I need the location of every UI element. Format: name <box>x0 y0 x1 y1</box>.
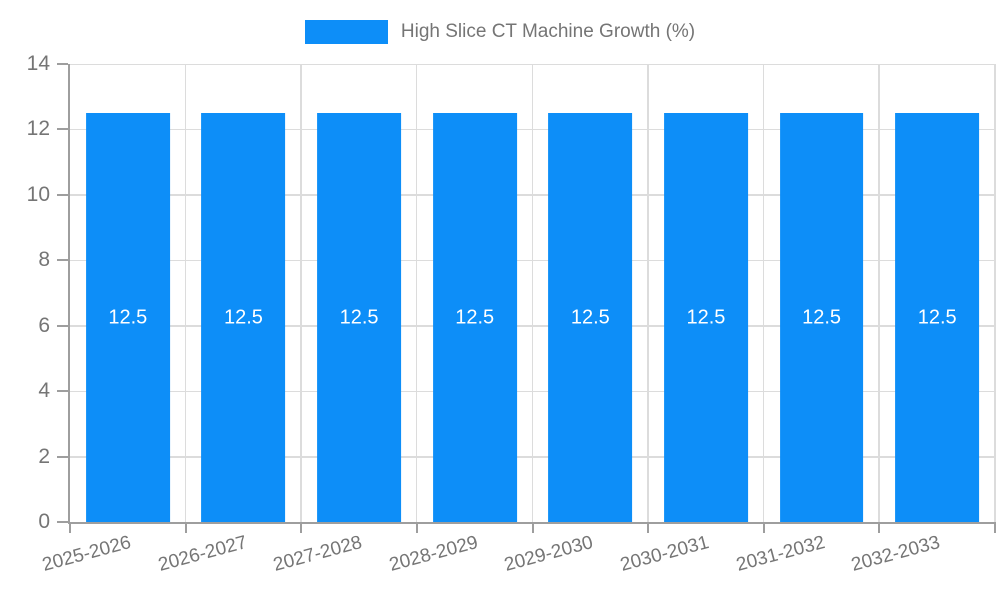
bar[interactable]: 12.5 <box>664 113 748 522</box>
grid-line-vertical <box>184 64 187 522</box>
legend[interactable]: High Slice CT Machine Growth (%) <box>0 18 1000 46</box>
x-axis-tick <box>994 522 996 533</box>
y-axis-tick <box>57 259 68 262</box>
y-axis-tick <box>57 193 68 196</box>
x-axis-tick-label: 2031-2032 <box>733 532 827 576</box>
x-axis-tick <box>531 522 534 533</box>
bar-slot: 12.5 <box>879 64 995 522</box>
bar-value-label: 12.5 <box>108 306 148 329</box>
bar-slot: 12.5 <box>186 64 302 522</box>
bar-slot: 12.5 <box>70 64 186 522</box>
x-axis-tick-label: 2029-2030 <box>502 532 596 576</box>
bar-value-label: 12.5 <box>339 306 379 329</box>
bar-value-label: 12.5 <box>802 306 842 329</box>
bar-slot: 12.5 <box>417 64 533 522</box>
x-axis-tick <box>69 522 71 533</box>
y-axis-tick <box>57 63 68 65</box>
plot-area: 0 2 4 6 8 10 12 14 12.5 2025-2026 12.5 2026-2027 12.… <box>27 52 996 576</box>
grid-line-vertical <box>415 64 418 522</box>
bar[interactable]: 12.5 <box>432 113 517 522</box>
bar-value-label: 12.5 <box>917 306 957 329</box>
y-axis-tick-label: 14 <box>26 52 50 75</box>
legend-label: High Slice CT Machine Growth (%) <box>400 21 696 42</box>
bar-value-label: 12.5 <box>223 306 263 329</box>
legend-swatch-icon <box>304 20 388 44</box>
x-axis-tick <box>762 522 765 533</box>
bar-slot: 12.5 <box>648 64 764 522</box>
bar-slot: 12.5 <box>301 64 417 522</box>
y-axis-tick <box>57 521 68 523</box>
grid-line-vertical <box>878 64 880 522</box>
x-axis-tick <box>878 522 881 533</box>
y-axis-tick-label: 0 <box>38 510 50 533</box>
grid-line-vertical <box>762 64 765 522</box>
bar[interactable]: 12.5 <box>85 113 170 522</box>
grid-line-vertical <box>300 64 302 522</box>
y-axis-tick-label: 4 <box>38 379 50 403</box>
y-axis-tick-label: 8 <box>38 248 50 272</box>
x-axis-tick <box>415 522 418 533</box>
x-axis-tick-label: 2028-2029 <box>386 532 481 576</box>
y-axis-tick-label: 6 <box>38 313 50 337</box>
x-axis-tick-label: 2025-2026 <box>40 532 134 576</box>
grid-line-vertical <box>994 64 996 522</box>
x-axis-tick <box>647 522 650 533</box>
y-axis-tick <box>57 128 68 131</box>
grid-line-vertical <box>647 64 649 522</box>
y-axis-tick-label: 2 <box>38 444 50 468</box>
grid-line-vertical <box>531 64 533 522</box>
bar-value-label: 12.5 <box>570 306 610 329</box>
bar-slot: 12.5 <box>764 64 880 522</box>
x-axis-tick-label: 2026-2027 <box>155 532 249 576</box>
bar[interactable]: 12.5 <box>895 113 980 522</box>
bar-value-label: 12.5 <box>686 306 726 329</box>
y-axis-tick-label: 10 <box>26 182 50 206</box>
bar[interactable]: 12.5 <box>548 113 633 522</box>
x-axis-tick-label: 2030-2031 <box>618 532 712 576</box>
bar[interactable]: 12.5 <box>779 113 864 522</box>
x-axis-tick-label: 2027-2028 <box>271 532 365 576</box>
y-axis-tick <box>57 455 68 458</box>
y-axis-tick <box>57 390 68 393</box>
bar[interactable]: 12.5 <box>201 113 286 522</box>
x-axis-tick <box>184 522 187 533</box>
bar-slot: 12.5 <box>533 64 649 522</box>
y-axis-tick-label: 12 <box>26 117 50 141</box>
bar-value-label: 12.5 <box>455 306 495 329</box>
bar[interactable]: 12.5 <box>317 113 401 522</box>
y-axis-tick <box>57 324 68 327</box>
x-axis-tick-label: 2032-2033 <box>849 532 943 576</box>
x-axis-tick <box>300 522 303 533</box>
